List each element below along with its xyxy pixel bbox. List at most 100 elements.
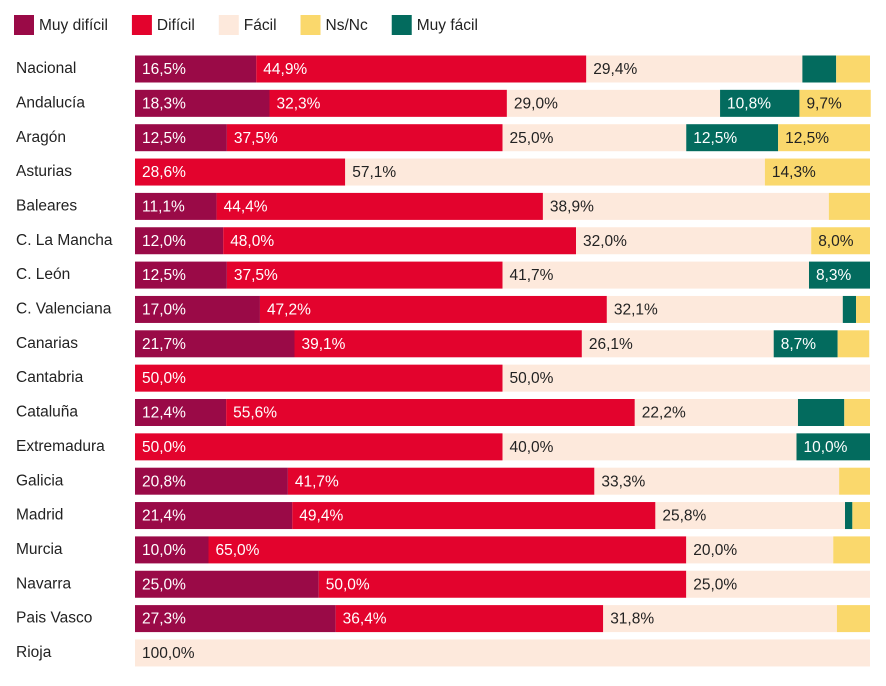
data-label: 11,1% xyxy=(142,198,185,215)
data-label: 49,4% xyxy=(299,508,343,525)
bar-segment xyxy=(135,295,260,323)
category-label: Canarias xyxy=(16,335,78,352)
bar-segment xyxy=(502,364,870,392)
data-label: 12,5% xyxy=(142,267,186,284)
data-label: 12,5% xyxy=(142,130,186,147)
legend-label: Ns/Nc xyxy=(326,17,368,34)
data-label: 14,3% xyxy=(772,164,816,181)
bar-segment xyxy=(135,502,293,530)
bar-segment xyxy=(811,227,870,255)
legend-swatch xyxy=(300,15,321,35)
data-label: 33,3% xyxy=(601,473,645,490)
legend-label: Difícil xyxy=(157,17,195,34)
bar-segment xyxy=(686,570,870,598)
bar-segment xyxy=(839,467,870,495)
data-label: 29,4% xyxy=(593,61,637,78)
data-label: 44,9% xyxy=(263,61,307,78)
bar-segment xyxy=(828,192,870,220)
data-label: 9,7% xyxy=(806,95,842,112)
bar-segment xyxy=(135,605,336,633)
bar-segment xyxy=(135,192,217,220)
bar-segment xyxy=(842,295,857,323)
legend-label: Muy difícil xyxy=(39,17,108,34)
bar-segment xyxy=(808,261,870,289)
bar-segment xyxy=(802,55,837,83)
bar-segment xyxy=(655,502,846,530)
category-label: Asturias xyxy=(16,163,72,180)
data-label: 100,0% xyxy=(142,645,195,662)
data-label: 32,1% xyxy=(614,302,658,319)
category-label: Nacional xyxy=(16,60,76,77)
bar-segment xyxy=(135,158,346,186)
bar-segment xyxy=(856,295,870,323)
data-label: 50,0% xyxy=(142,439,186,456)
data-label: 21,4% xyxy=(142,508,186,525)
bar-segment xyxy=(135,89,270,117)
bar-segment xyxy=(226,399,635,426)
bar-segment xyxy=(226,261,503,289)
data-label: 38,9% xyxy=(550,198,594,215)
data-label: 41,7% xyxy=(510,267,554,284)
bar-segment xyxy=(208,536,687,564)
bar-segment xyxy=(686,124,779,152)
category-label: Cataluña xyxy=(16,404,78,421)
bar-segment xyxy=(606,295,843,323)
bar-segment xyxy=(294,330,582,358)
category-label: Andalucía xyxy=(16,94,85,111)
bar-segment xyxy=(318,570,687,598)
data-label: 25,0% xyxy=(142,576,186,593)
data-label: 17,0% xyxy=(142,302,186,319)
legend-swatch xyxy=(218,15,239,35)
data-label: 12,5% xyxy=(785,130,829,147)
data-label: 65,0% xyxy=(216,542,260,559)
legend-swatch xyxy=(391,15,412,35)
data-label: 18,3% xyxy=(142,95,186,112)
bar-segment xyxy=(502,261,809,289)
category-label: C. Valenciana xyxy=(16,301,112,318)
data-label: 48,0% xyxy=(230,233,274,250)
bar-segment xyxy=(797,399,845,426)
data-label: 36,4% xyxy=(343,611,387,628)
data-label: 37,5% xyxy=(234,267,278,284)
category-label: Baleares xyxy=(16,197,77,214)
bar-segment xyxy=(594,467,840,495)
data-label: 25,0% xyxy=(693,576,737,593)
bar-segment xyxy=(836,605,870,633)
category-label: Galicia xyxy=(16,472,64,489)
data-label: 29,0% xyxy=(514,95,558,112)
bar-segment xyxy=(506,89,721,117)
bar-segment xyxy=(287,467,595,495)
bar-segment xyxy=(135,467,288,495)
data-label: 40,0% xyxy=(510,439,554,456)
category-label: Murcia xyxy=(16,541,63,558)
bar-segment xyxy=(345,158,765,186)
bar-segment xyxy=(135,536,209,564)
legend-label: Muy fácil xyxy=(417,17,478,34)
data-label: 25,8% xyxy=(662,508,706,525)
data-label: 47,2% xyxy=(267,302,311,319)
data-label: 55,6% xyxy=(233,405,277,422)
bar-segment xyxy=(844,399,870,426)
bar-segment xyxy=(223,227,576,255)
bar-segment xyxy=(135,124,227,152)
bar-segment xyxy=(603,605,837,633)
data-label: 10,8% xyxy=(727,95,771,112)
data-label: 20,8% xyxy=(142,473,186,490)
bar-segment xyxy=(135,639,870,667)
category-label: Cantabria xyxy=(16,369,84,386)
legend-swatch xyxy=(131,15,152,35)
bar-segment xyxy=(292,502,656,530)
data-label: 50,0% xyxy=(142,370,186,387)
bar-segment xyxy=(135,330,295,358)
category-label: Pais Vasco xyxy=(16,610,92,627)
data-label: 32,3% xyxy=(277,95,321,112)
bar-segment xyxy=(135,55,257,83)
data-label: 12,4% xyxy=(142,405,186,422)
bar-segment xyxy=(634,399,798,426)
data-label: 31,8% xyxy=(610,611,654,628)
bar-segment xyxy=(773,330,838,358)
bar-segment xyxy=(845,502,853,530)
data-label: 10,0% xyxy=(804,439,848,456)
bar-segment xyxy=(335,605,604,633)
